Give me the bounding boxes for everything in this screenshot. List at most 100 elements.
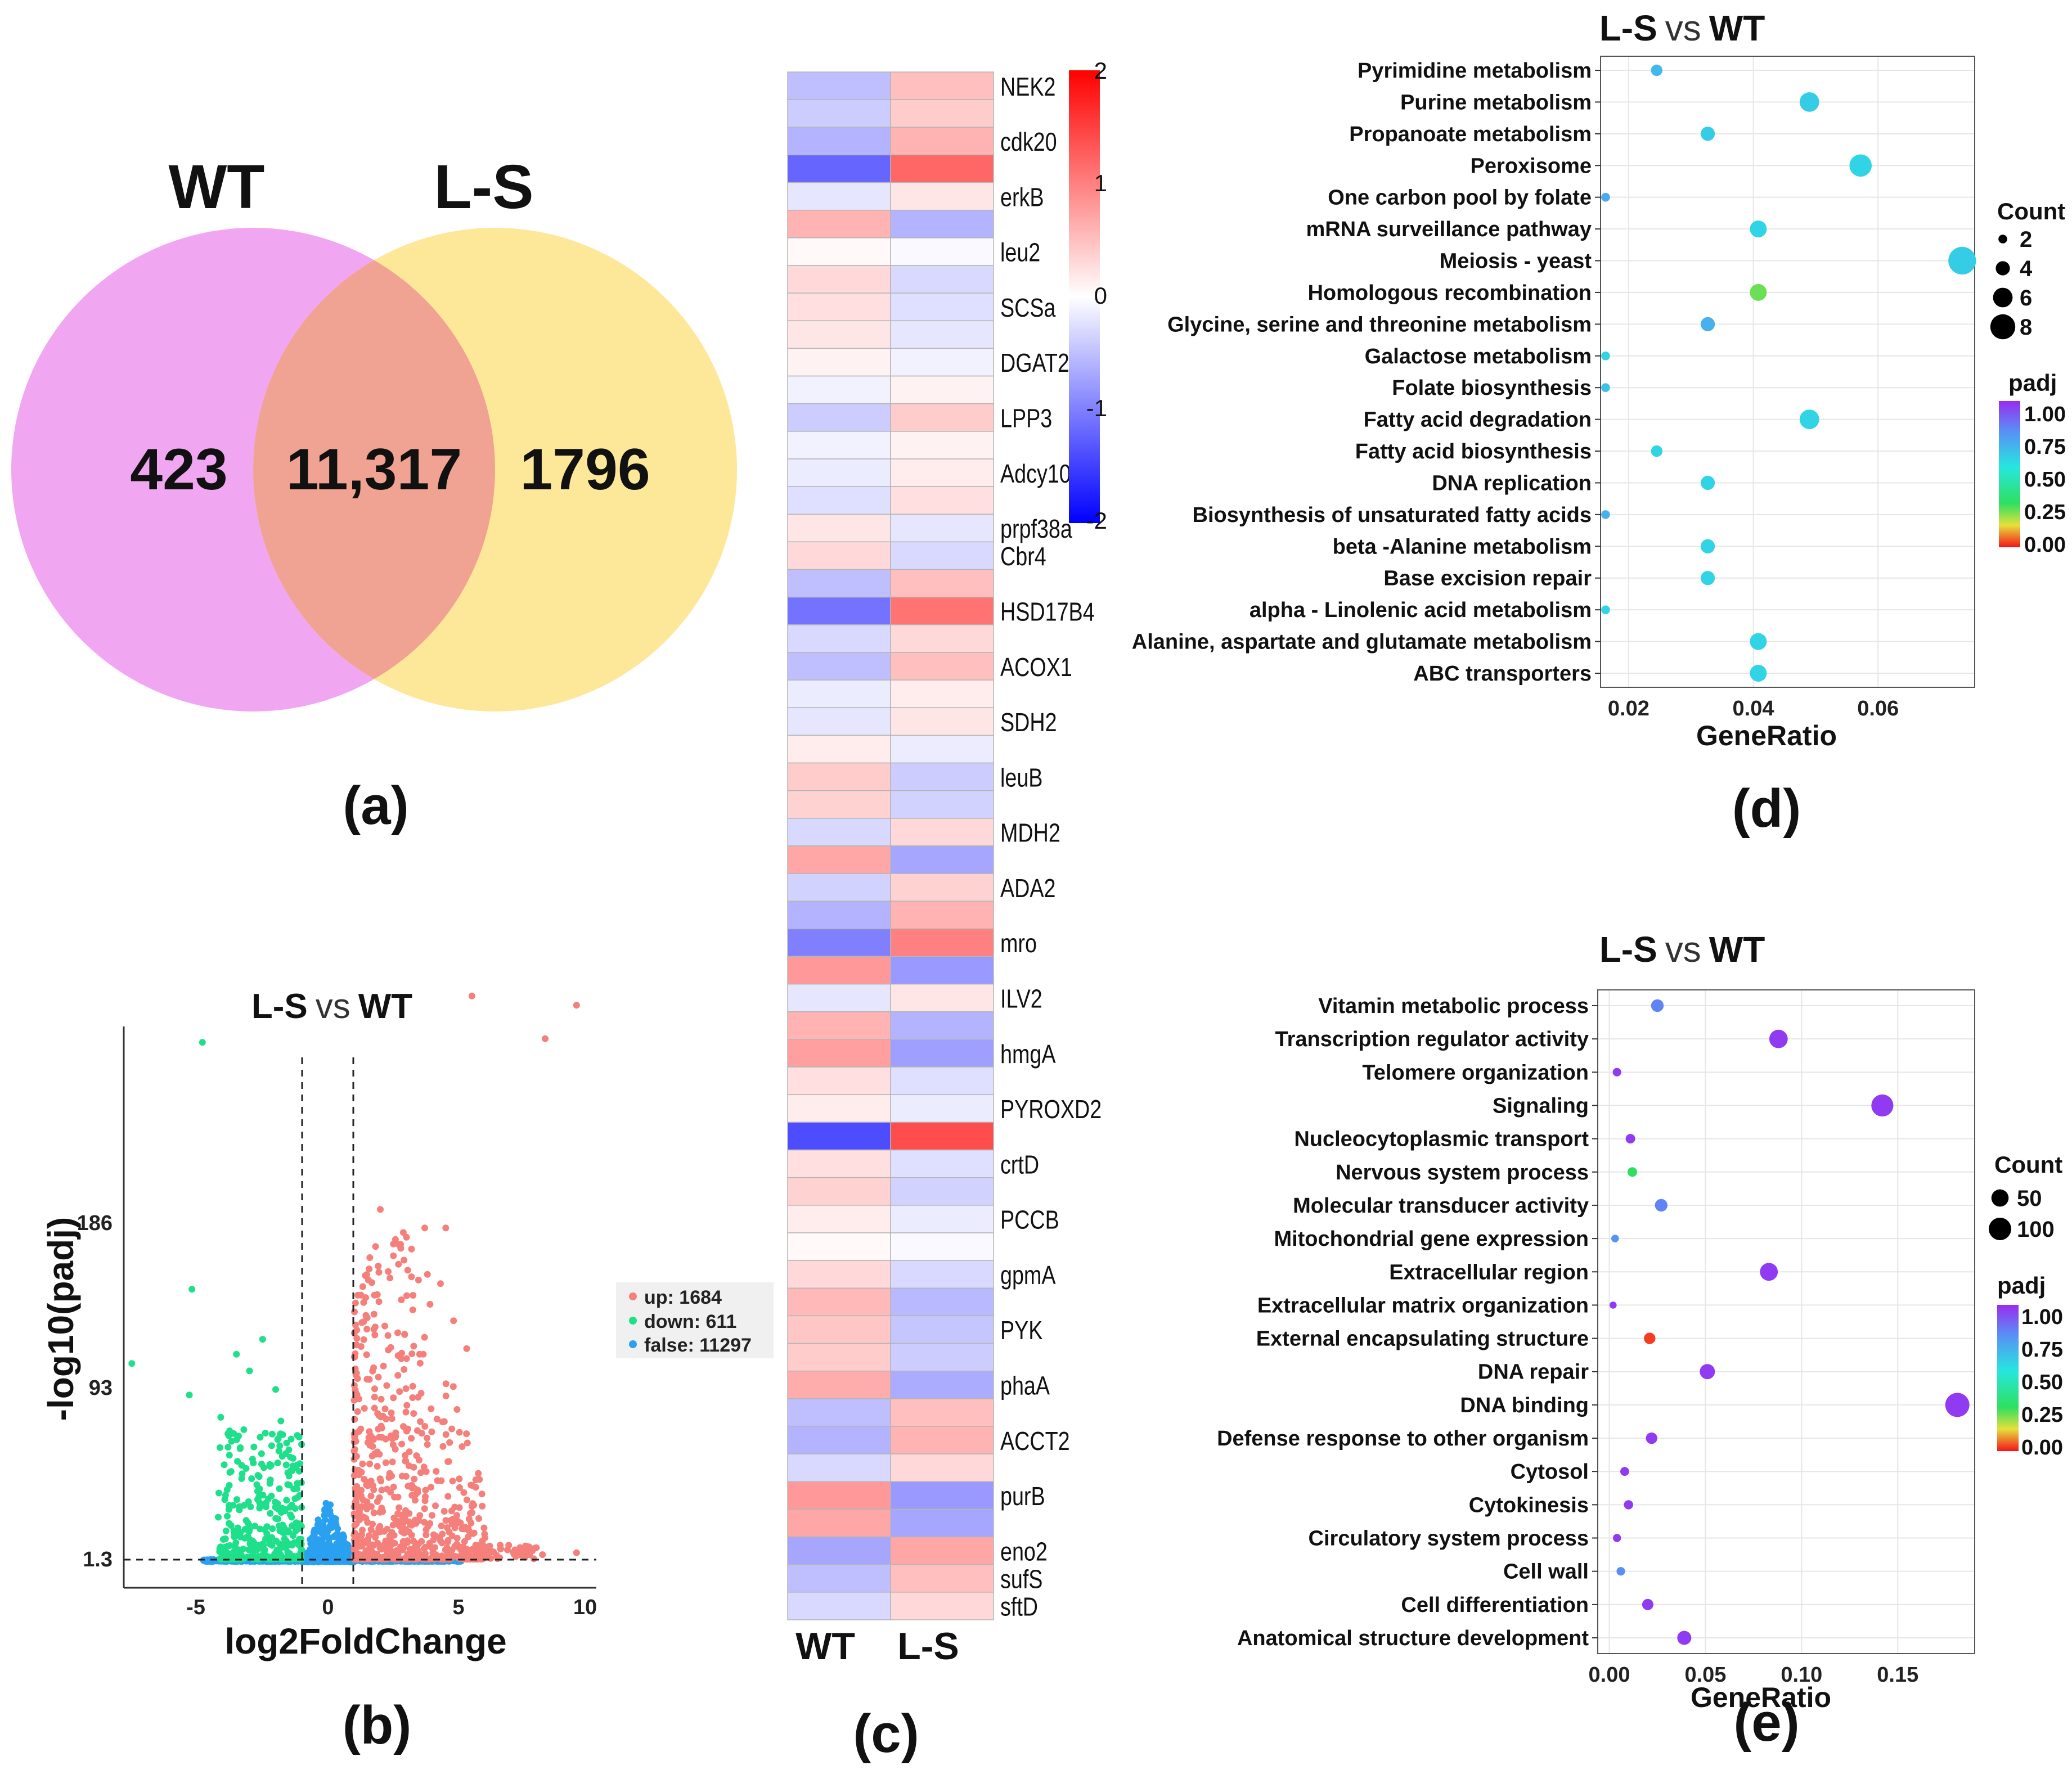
volcano-point-up [479,1502,486,1510]
volcano-point-up [402,1408,410,1416]
volcano-point-down [287,1511,294,1519]
volcano-point-down [226,1481,233,1489]
volcano-point-up [497,1546,504,1553]
volcano-point-up [413,1452,420,1460]
volcano-point-up [427,1555,434,1562]
volcano-point-up [371,1393,378,1400]
go-bubble [1646,1432,1657,1444]
volcano-point-up [437,1280,444,1287]
heatmap-col-wt: WT [795,1625,855,1668]
heatmap-cell-wt [787,762,891,791]
volcano-point-up [366,1254,374,1261]
heatmap-gene-label: LPP3 [1000,404,1052,433]
heatmap-gene-label: Adcy10 [1000,459,1071,488]
volcano-point-false [324,1534,331,1541]
volcano-point-up [439,1443,447,1450]
heatmap-cell-wt [787,1453,891,1482]
go-bubble [1655,1199,1668,1212]
volcano-point-up [384,1332,392,1339]
volcano-point-up [438,1523,445,1529]
heatmap-cell-ls [890,818,994,846]
volcano-point-down [279,1521,286,1529]
volcano-point-up [454,1517,461,1525]
volcano-point-up [442,1380,450,1388]
heatmap-gene-label: eno2 [1000,1537,1048,1566]
volcano-point-up [350,1353,358,1361]
volcano-point-up [375,1373,382,1381]
kegg-xlabel: GeneRatio [1696,720,1837,751]
volcano-point-up [426,1301,434,1308]
go-count-legend-label: 50 [2017,1186,2042,1211]
kegg-bubble [1799,409,1819,429]
kegg-term-label: One carbon pool by folate [1328,186,1592,210]
volcano-point-up [409,1306,416,1313]
heatmap-gene-label: cdk20 [1000,128,1057,156]
colorbar-tick-1: 2 [1094,57,1107,84]
heatmap-gene-label: prpf38a [1000,515,1072,543]
volcano-point-up [451,1524,459,1532]
heatmap-cell-wt [787,265,891,294]
go-bubble [1613,1534,1621,1542]
volcano-point-up [414,1551,421,1559]
volcano-point-up [388,1472,395,1480]
volcano-point-up [408,1350,416,1357]
volcano-point-false [339,1548,347,1556]
volcano-point-up [391,1539,398,1547]
go-bubble-chart: L-S vs WT Vitamin metabolic process Transcr… [1217,929,2063,1753]
volcano-point-up [359,1526,366,1534]
kegg-term-label: Purine metabolism [1400,91,1592,114]
volcano-point-up [386,1274,394,1282]
heatmap-cell-wt [787,431,891,460]
heatmap-gene-label: hmgA [1000,1039,1055,1068]
go-term-label: Circulatory system process [1309,1527,1589,1551]
volcano-point-up [403,1292,410,1299]
volcano-point-up [369,1367,376,1375]
volcano-point-down [286,1481,293,1489]
volcano-point-up [451,1543,459,1550]
volcano-point-up [463,1496,470,1503]
volcano-ytick-1: 1.3 [83,1548,113,1571]
volcano-point-up [573,1549,580,1556]
volcano-point-down [256,1485,263,1493]
volcano-point-down [230,1527,237,1534]
volcano-point-up [418,1538,425,1545]
heatmap-cell-ls [890,956,994,985]
volcano-point-up [357,1291,365,1299]
volcano-point-down [268,1492,275,1499]
heatmap-cell-wt [787,1205,891,1233]
heatmap-cell-wt [787,1260,891,1289]
volcano-point-up [368,1548,375,1555]
volcano-point-up [433,1416,441,1422]
kegg-bubble [1948,246,1976,275]
heatmap-cell-ls [890,762,994,791]
volcano-point-up [403,1355,410,1362]
go-count-legend-label: 100 [2017,1217,2055,1242]
kegg-padj-legend-label: 0.00 [2024,533,2066,557]
volcano-point-up [391,1493,398,1501]
volcano-point-false [313,1539,320,1547]
go-legend-padj-title: padj [1997,1272,2046,1299]
volcano-point-up [410,1292,417,1299]
volcano-point-down [221,1461,228,1469]
volcano-point-up [424,1434,430,1442]
volcano-point-down [294,1494,302,1501]
volcano-point-up [467,1510,474,1517]
volcano-point-false [205,1557,212,1564]
heatmap-gene-label: ILV2 [1000,984,1042,1013]
kegg-bubble [1651,445,1662,457]
volcano-point-up [393,1547,400,1554]
kegg-bubble [1799,92,1819,112]
venn-count-overlap: 11,317 [286,437,462,502]
volcano-point-down [226,1452,233,1459]
volcano-point-up [382,1435,389,1443]
volcano-ytick-3: 186 [77,1211,113,1235]
volcano-point-down [281,1506,289,1513]
heatmap-cell-wt [787,1177,891,1206]
volcano-point-down [276,1540,283,1547]
volcano-point-down [272,1386,279,1393]
kegg-term-label: Peroxisome [1471,154,1592,178]
volcano-point-down [289,1462,296,1470]
heatmap-cell-ls [890,1011,994,1040]
colorbar-tick-4: -1 [1086,395,1107,421]
volcano-point-up [456,1429,463,1436]
